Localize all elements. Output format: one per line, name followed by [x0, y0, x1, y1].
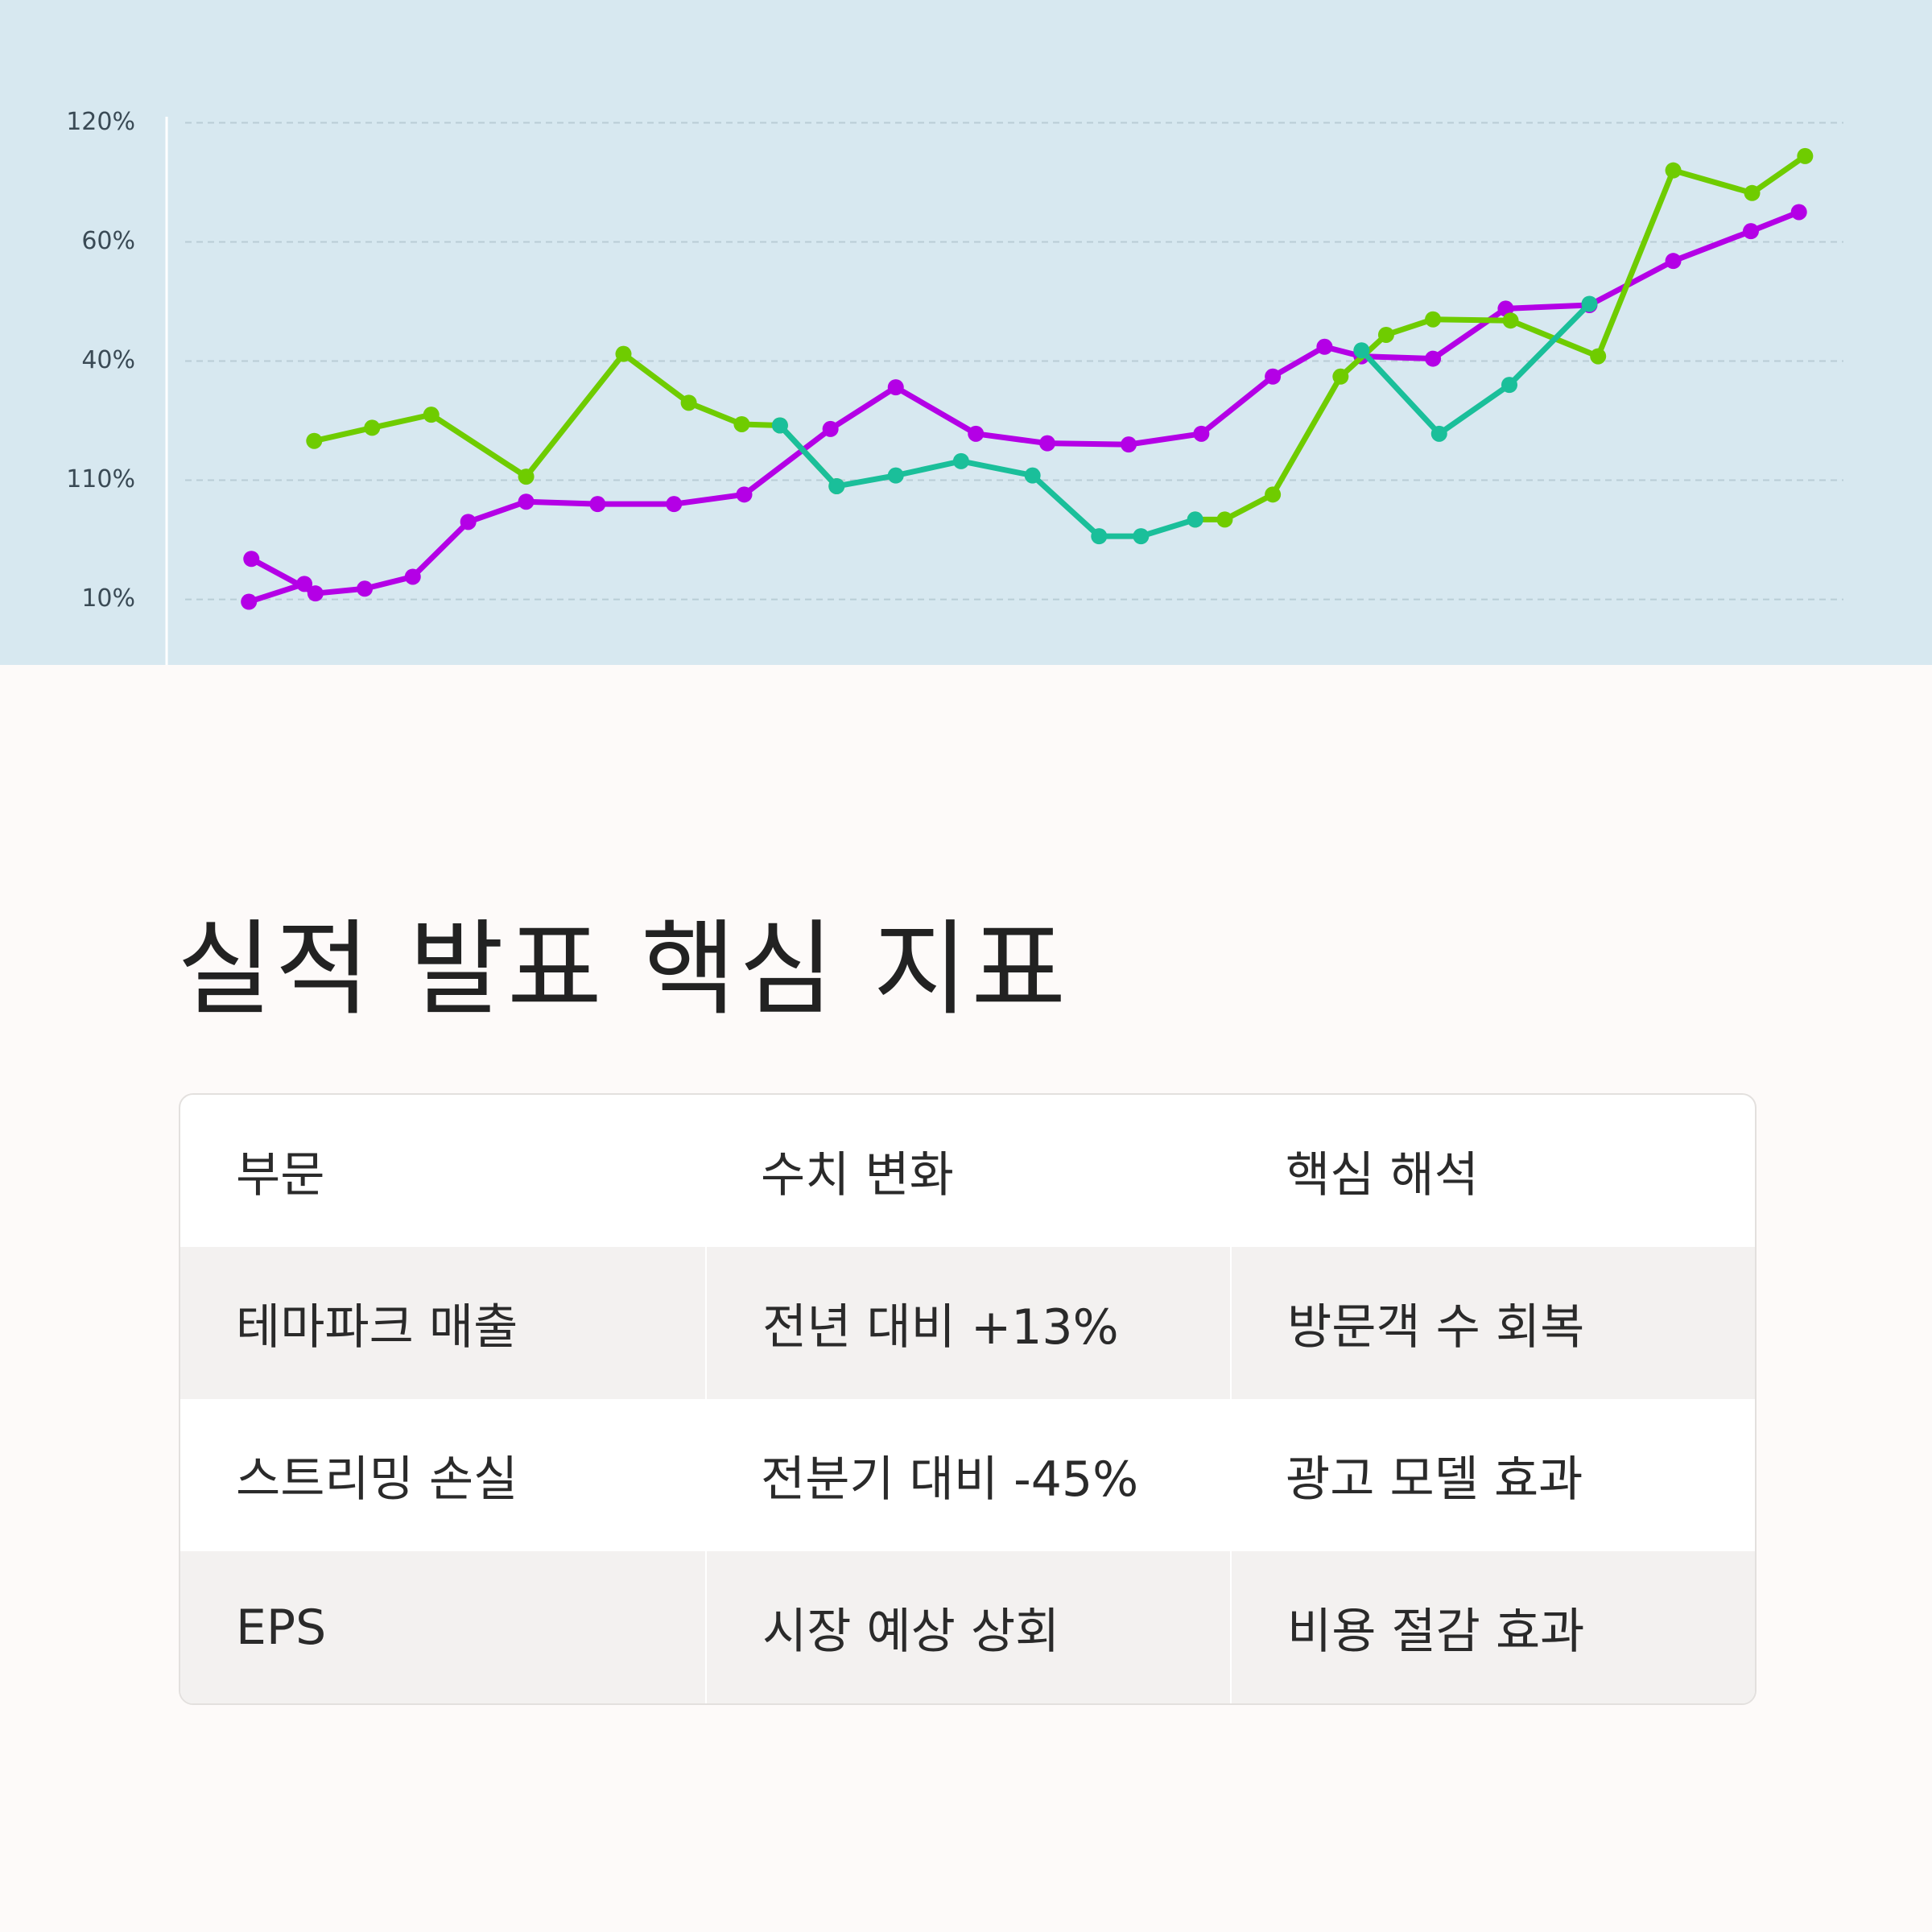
point: [241, 593, 258, 610]
chart: 120% 60% 40% 110% 10%: [0, 0, 1932, 665]
point: [887, 379, 904, 396]
table-cell: 전년 대비 +13%: [705, 1247, 1230, 1399]
point: [1665, 162, 1682, 179]
point: [1133, 528, 1150, 545]
point: [968, 425, 985, 442]
header-cell: 핵심 해석: [1286, 1147, 1479, 1203]
point: [1590, 348, 1607, 365]
y-tick-label: 120%: [66, 108, 135, 136]
point: [460, 514, 477, 530]
point: [1501, 377, 1517, 394]
point: [518, 469, 535, 485]
point: [666, 496, 683, 513]
table-row: 스트리밍 손실 전분기 대비 -45% 광고 모델 효과: [180, 1399, 1755, 1551]
point: [1316, 338, 1333, 355]
header-cell: 수치 변화: [761, 1147, 954, 1203]
point: [1265, 486, 1282, 503]
point: [1790, 204, 1807, 221]
point: [306, 432, 323, 449]
point: [1353, 342, 1370, 359]
header-row: 부문 수치 변화 핵심 해석: [180, 1095, 1755, 1247]
point: [1425, 311, 1442, 328]
point: [518, 493, 535, 510]
point: [733, 415, 750, 432]
table-row: 테마파크 매출 전년 대비 +13% 방문객 수 회복: [180, 1247, 1755, 1399]
y-tick-label: 60%: [81, 227, 135, 255]
table-cell: 스트리밍 손실: [236, 1451, 518, 1508]
point: [404, 568, 421, 585]
point: [1216, 511, 1233, 528]
point: [357, 580, 374, 597]
point: [828, 477, 845, 494]
point: [1091, 528, 1108, 545]
table: 부문 수치 변화 핵심 해석 테마파크 매출 전년 대비 +13% 방문객 수 회복 스트리…: [179, 1093, 1757, 1705]
table-cell: 방문객 수 회복: [1230, 1247, 1755, 1399]
point: [822, 420, 839, 437]
line: [248, 581, 306, 605]
point: [1425, 350, 1442, 367]
table-cell: EPS: [236, 1599, 327, 1656]
point: [364, 419, 381, 436]
table-cell: 시장 예상 상회: [705, 1551, 1230, 1703]
y-tick-label: 10%: [81, 584, 135, 613]
point: [1743, 223, 1759, 240]
point: [680, 394, 697, 411]
point: [1665, 253, 1682, 270]
point: [1377, 326, 1394, 343]
point: [1193, 425, 1210, 442]
header-cell: 부문: [236, 1147, 325, 1203]
point: [1581, 295, 1598, 312]
table-row: EPS 시장 예상 상회 비용 절감 효과: [180, 1551, 1755, 1703]
title: 실적 발표 핵심 지표: [177, 910, 1070, 1030]
point: [243, 551, 260, 568]
point: [1187, 511, 1203, 528]
point: [1744, 184, 1761, 201]
line: [313, 351, 839, 489]
point: [1265, 368, 1282, 385]
point: [423, 407, 440, 423]
point: [736, 486, 753, 503]
table-cell: 비용 절감 효과: [1230, 1551, 1755, 1703]
point: [887, 467, 904, 484]
point: [1502, 312, 1519, 329]
point: [1039, 435, 1056, 452]
point: [307, 585, 324, 602]
line: [1195, 154, 1807, 522]
line: [250, 209, 1800, 597]
point: [589, 496, 606, 513]
point: [1797, 147, 1814, 164]
point: [952, 452, 969, 469]
point: [1024, 467, 1041, 484]
point: [771, 417, 788, 434]
table-cell: 테마파크 매출: [236, 1299, 518, 1356]
point: [615, 345, 632, 362]
point: [1430, 425, 1447, 442]
point: [1332, 368, 1349, 385]
table-cell: 광고 모델 효과: [1286, 1451, 1583, 1508]
y-tick-label: 40%: [81, 346, 135, 374]
line: [1359, 302, 1591, 437]
point: [1121, 436, 1137, 453]
table-cell: 전분기 대비 -45%: [761, 1451, 1139, 1508]
y-tick-label: 110%: [66, 465, 135, 493]
